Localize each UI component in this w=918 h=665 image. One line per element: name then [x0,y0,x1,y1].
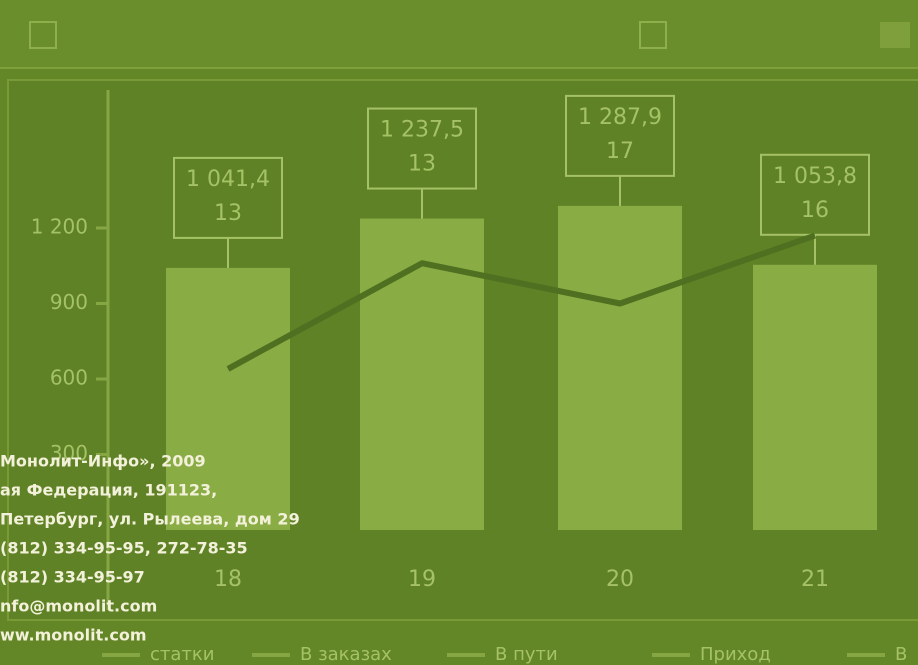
imprint-line: (812) 334-95-95, 272-78-35 [0,539,248,558]
imprint-line: nfo@monolit.com [0,597,157,616]
bar [558,206,682,530]
x-tick-label: 20 [606,567,634,592]
value-annotation: 13 [214,201,242,226]
x-tick-label: 18 [214,567,242,592]
legend-label: В [895,644,907,665]
imprint-line: (812) 334-95-97 [0,568,145,587]
value-annotation: 16 [801,198,829,223]
page-body: 3006009001 2001 041,413181 237,513191 28… [0,0,918,665]
legend-label: В пути [495,644,558,665]
value-label: 1 053,8 [773,164,857,189]
imprint-line: Петербург, ул. Рылеева, дом 29 [0,510,300,529]
value-annotation: 17 [606,139,634,164]
toolbar [0,0,918,68]
value-label: 1 041,4 [186,167,270,192]
y-tick-label: 900 [50,290,88,314]
toolbar-icon [880,22,910,48]
imprint-line: ая Федерация, 191123, [0,481,217,500]
x-tick-label: 21 [801,567,829,592]
page: Monolit {"chart_data": {"type": "bar", "… [0,0,918,665]
bar [753,265,877,530]
legend-label: статки [150,644,214,665]
screenshot: 3006009001 2001 041,413181 237,513191 28… [0,0,918,665]
x-tick-label: 19 [408,567,436,592]
value-annotation: 13 [408,152,436,177]
imprint-line: Монолит-Инфо», 2009 [0,452,206,471]
imprint-line: ww.monolit.com [0,626,147,645]
value-label: 1 237,5 [380,118,464,143]
value-label: 1 287,9 [578,105,662,130]
legend-label: Приход [700,644,771,665]
legend-label: В заказах [300,644,392,665]
y-tick-label: 1 200 [31,215,88,239]
y-tick-label: 600 [50,366,88,390]
